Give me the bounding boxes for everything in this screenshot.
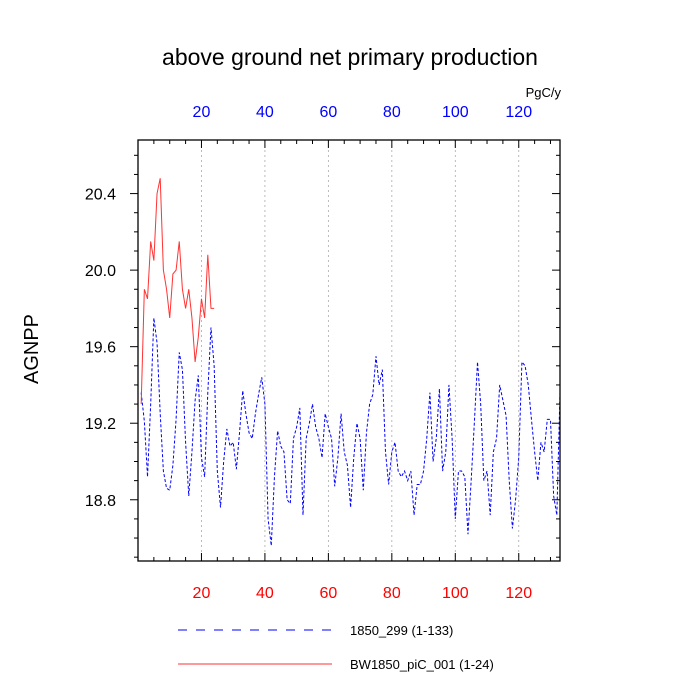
- y-tick-label: 20.4: [85, 187, 116, 204]
- x-tick-label-top: 80: [383, 104, 401, 121]
- x-tick-label-bottom: 80: [383, 585, 401, 602]
- x-tick-labels-bottom: 20 40 60 80 100 120: [193, 585, 533, 602]
- x-tick-label-bottom: 120: [505, 585, 532, 602]
- legend-label-series-2: BW1850_piC_001 (1-24): [350, 657, 494, 672]
- chart-title: above ground net primary production: [162, 44, 538, 70]
- series-lines: [140, 178, 561, 546]
- units-label: PgC/y: [526, 85, 562, 100]
- axis-ticks: [130, 140, 560, 561]
- series-line-2: [140, 178, 215, 405]
- x-tick-label-top: 20: [193, 104, 211, 121]
- x-tick-label-bottom: 40: [256, 585, 274, 602]
- x-tick-label-top: 100: [442, 104, 469, 121]
- x-tick-label-bottom: 100: [442, 585, 469, 602]
- legend: 1850_299 (1-133) BW1850_piC_001 (1-24): [178, 623, 494, 672]
- grid-lines: [201, 140, 520, 561]
- x-tick-label-top: 60: [319, 104, 337, 121]
- x-tick-labels-top: 20 40 60 80 100 120: [193, 104, 533, 121]
- plot-frame: [137, 139, 561, 562]
- x-tick-label-bottom: 60: [319, 585, 337, 602]
- y-tick-label: 19.2: [85, 416, 116, 433]
- y-tick-label: 20.0: [85, 263, 116, 280]
- y-axis-label: AGNPP: [21, 314, 43, 384]
- x-tick-label-top: 120: [505, 104, 532, 121]
- legend-label-series-1: 1850_299 (1-133): [350, 623, 453, 638]
- series-line-1: [140, 317, 561, 546]
- y-tick-labels: 18.8 19.2 19.6 20.0 20.4: [85, 187, 116, 510]
- y-tick-label: 18.8: [85, 493, 116, 510]
- x-tick-label-bottom: 20: [193, 585, 211, 602]
- x-tick-label-top: 40: [256, 104, 274, 121]
- y-tick-label: 19.6: [85, 340, 116, 357]
